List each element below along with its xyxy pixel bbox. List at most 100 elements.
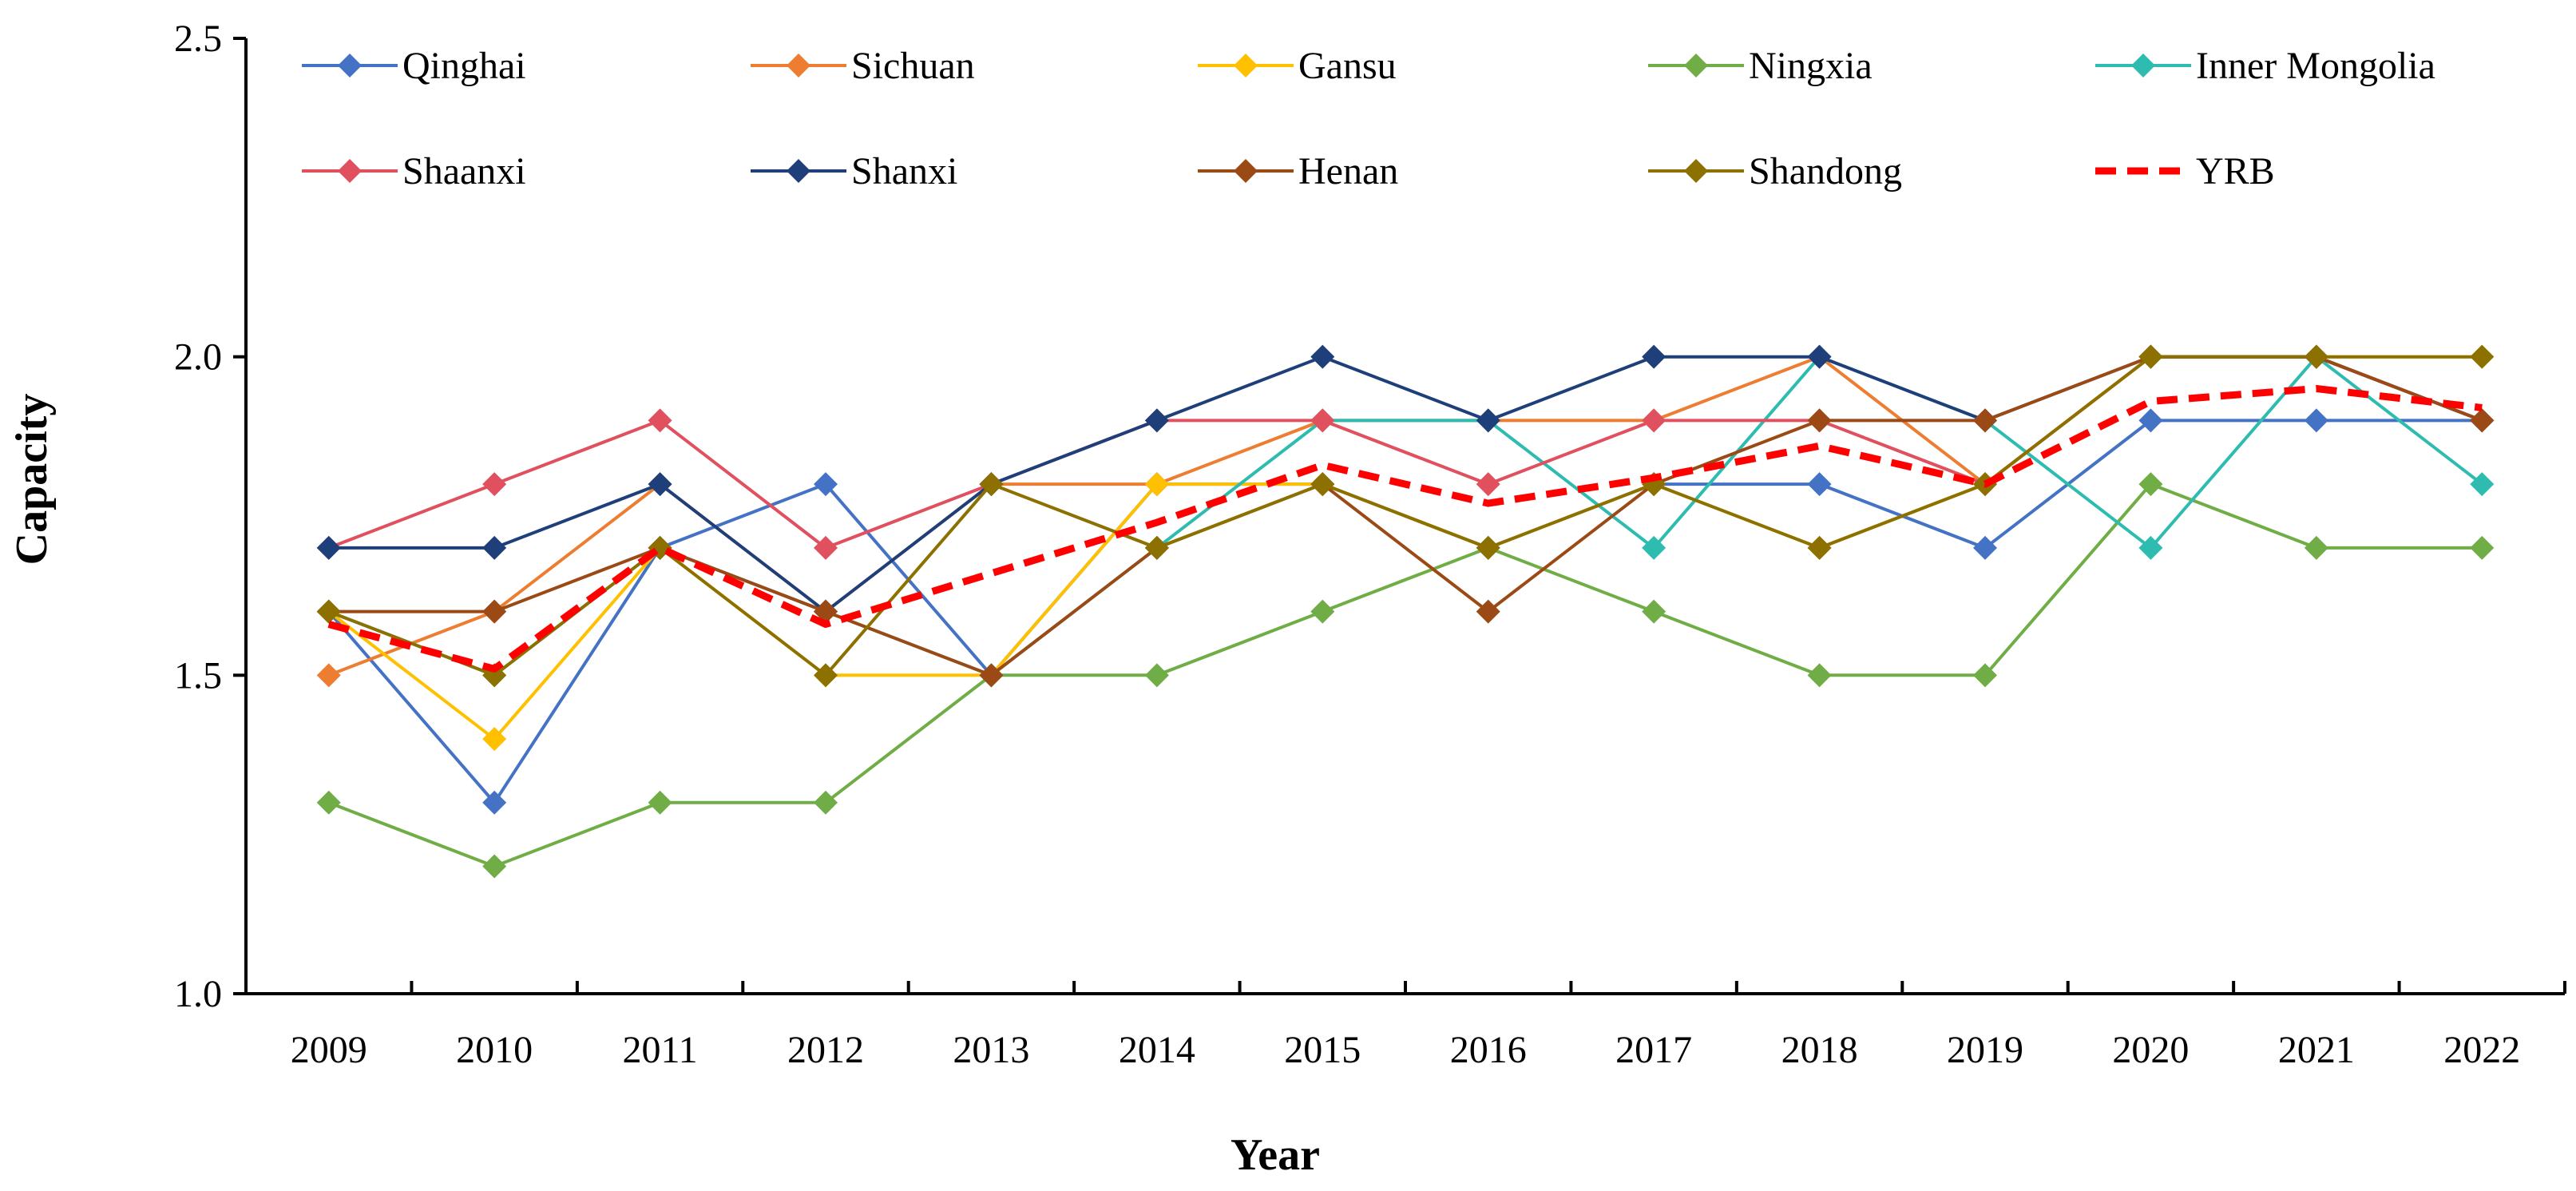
series-line-yrb	[327, 385, 2483, 673]
legend-item-henan: Henan	[1198, 150, 1398, 193]
data-point-inner-mongolia	[1642, 535, 1666, 560]
data-point-shaanxi	[1642, 408, 1666, 433]
data-point-shandong	[316, 599, 341, 624]
x-tick-label: 2012	[787, 1029, 864, 1071]
legend-label-gansu: Gansu	[1298, 45, 1397, 87]
data-point-shandong	[1807, 535, 1832, 560]
data-point-shaanxi	[648, 408, 672, 433]
x-tick-label: 2018	[1781, 1029, 1858, 1071]
legend-item-inner-mongolia: Inner Mongolia	[2095, 45, 2435, 87]
x-tick-label: 2015	[1284, 1029, 1361, 1071]
data-point-gansu	[1144, 472, 1169, 497]
data-point-shandong	[1310, 472, 1335, 497]
x-axis-title: Year	[1231, 1130, 1320, 1180]
legend-item-gansu: Gansu	[1198, 45, 1397, 87]
data-point-ningxia	[316, 790, 341, 815]
data-point-qinghai	[482, 790, 507, 815]
legend-label-yrb: YRB	[2196, 150, 2275, 193]
data-point-shandong	[1144, 535, 1169, 560]
y-tick-label: 2.5	[174, 18, 222, 60]
legend-item-shanxi: Shanxi	[751, 150, 957, 193]
data-point-ningxia	[1807, 663, 1832, 688]
x-tick-label: 2010	[456, 1029, 533, 1071]
data-point-shandong	[1476, 535, 1500, 560]
legend-marker-inner-mongolia	[2131, 54, 2155, 77]
data-point-qinghai	[2138, 408, 2163, 433]
legend-marker-shanxi	[787, 159, 810, 183]
legend-label-shaanxi: Shaanxi	[402, 150, 526, 193]
legend-item-ningxia: Ningxia	[1648, 45, 1873, 87]
data-point-henan	[1476, 599, 1500, 624]
data-point-henan	[1807, 408, 1832, 433]
legend-label-qinghai: Qinghai	[402, 45, 526, 87]
data-point-ningxia	[648, 790, 672, 815]
legend-label-inner-mongolia: Inner Mongolia	[2196, 45, 2435, 87]
data-point-shaanxi	[1310, 408, 1335, 433]
legend-marker-shaanxi	[338, 159, 362, 183]
legend-label-ningxia: Ningxia	[1749, 45, 1873, 87]
data-point-shanxi	[648, 472, 672, 497]
x-tick-label: 2013	[953, 1029, 1029, 1071]
legend-item-shandong: Shandong	[1648, 150, 1902, 193]
series-ningxia	[316, 472, 2495, 879]
data-point-ningxia	[2304, 535, 2328, 560]
data-point-henan	[2470, 408, 2495, 433]
data-point-henan	[1973, 408, 1997, 433]
axes-layer: 1.0 1.5 2.0 2.5 2009 2010 2011 2012 2013 2014 2015…	[174, 18, 2566, 1071]
data-point-qinghai	[2304, 408, 2328, 433]
data-point-ningxia	[482, 854, 507, 879]
series-line-shandong	[327, 355, 2483, 677]
y-axis-title: Capacity	[7, 394, 57, 566]
data-point-shaanxi	[814, 535, 838, 560]
legend-item-shaanxi: Shaanxi	[302, 150, 526, 193]
legend-item-yrb: YRB	[2095, 150, 2275, 193]
data-point-shanxi	[1642, 344, 1666, 369]
series-line-ningxia	[327, 482, 2483, 868]
data-point-qinghai	[814, 472, 838, 497]
data-point-shandong	[979, 472, 1004, 497]
y-tick-label: 2.0	[174, 336, 222, 379]
data-point-inner-mongolia	[2138, 535, 2163, 560]
data-point-shanxi	[1807, 344, 1832, 369]
x-tick-label: 2022	[2443, 1029, 2520, 1071]
legend-item-qinghai: Qinghai	[302, 45, 526, 87]
data-point-ningxia	[2138, 472, 2163, 497]
legend-marker-shandong	[1684, 159, 1708, 183]
series-line-henan	[328, 355, 2483, 677]
data-point-gansu	[482, 727, 507, 752]
data-point-shanxi	[1476, 408, 1500, 433]
data-point-shanxi	[1144, 408, 1169, 433]
data-point-ningxia	[1973, 663, 1997, 688]
x-tick-label: 2021	[2278, 1029, 2355, 1071]
x-tick-label: 2009	[291, 1029, 367, 1071]
legend-label-shanxi: Shanxi	[851, 150, 957, 193]
legend-label-henan: Henan	[1298, 150, 1398, 193]
data-point-ningxia	[1144, 663, 1169, 688]
data-point-sichuan	[316, 663, 341, 688]
data-point-qinghai	[1807, 472, 1832, 497]
data-point-ningxia	[814, 790, 838, 815]
x-tick-label: 2016	[1450, 1029, 1527, 1071]
legend-marker-gansu	[1234, 54, 1258, 77]
legend-label-sichuan: Sichuan	[851, 45, 975, 87]
legend-marker-qinghai	[338, 54, 362, 77]
data-point-shanxi	[482, 535, 507, 560]
data-point-henan	[482, 599, 507, 624]
data-point-shanxi	[316, 535, 341, 560]
x-tick-label: 2017	[1615, 1029, 1692, 1071]
data-point-shaanxi	[1476, 472, 1500, 497]
data-point-qinghai	[1973, 535, 1997, 560]
data-point-shanxi	[1310, 344, 1335, 369]
y-tick-label: 1.5	[174, 654, 222, 697]
data-point-ningxia	[1310, 599, 1335, 624]
x-tick-label: 2014	[1119, 1029, 1195, 1071]
x-tick-label: 2020	[2112, 1029, 2189, 1071]
x-tick-label: 2019	[1947, 1029, 2023, 1071]
x-tick-label: 2011	[622, 1029, 697, 1071]
data-point-shandong	[2470, 344, 2495, 369]
data-point-ningxia	[2470, 535, 2495, 560]
legend-item-sichuan: Sichuan	[751, 45, 975, 87]
legend-marker-henan	[1234, 159, 1258, 183]
series-layer	[316, 344, 2495, 879]
